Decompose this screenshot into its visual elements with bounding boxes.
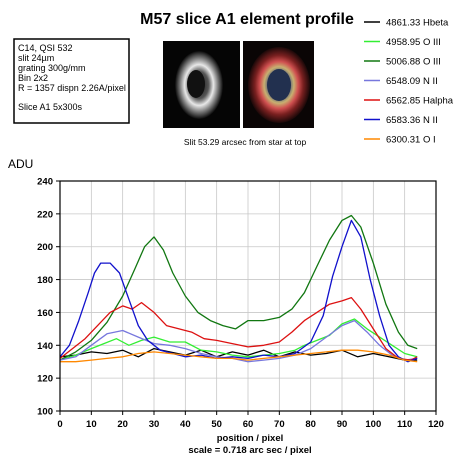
legend-label-6: 6583.36 N II <box>386 115 438 126</box>
info-box: C14, QSI 532 slit 24µm grating 300g/mm B… <box>13 38 130 124</box>
x-axis-label: position / pixel <box>217 433 284 444</box>
image-caption: Slit 53.29 arcsec from star at top <box>184 137 307 147</box>
y-tick-label: 120 <box>37 374 53 385</box>
x-tick-label: 50 <box>211 419 222 430</box>
y-tick-label: 100 <box>37 407 53 418</box>
series-line-1 <box>59 347 418 361</box>
nebula-image-color <box>243 41 314 128</box>
legend-label-4: 6548.09 N II <box>386 76 438 87</box>
x-tick-label: 110 <box>397 419 412 430</box>
series-line-2 <box>59 318 418 361</box>
x-tick-label: 120 <box>428 419 444 430</box>
series-line-6 <box>59 219 418 363</box>
chart-title: M57 slice A1 element profile <box>140 11 354 28</box>
y-tick-label: 240 <box>37 177 53 188</box>
series-line-7 <box>60 349 418 363</box>
legend-label-5: 6562.85 Halpha <box>386 96 454 107</box>
x-tick-label: 20 <box>117 419 128 430</box>
legend-label-1: 4861.33 Hbeta <box>386 18 449 29</box>
legend-label-7: 6300.31 O I <box>386 135 436 146</box>
info-box-frame <box>13 38 130 124</box>
nebula-image-mono <box>163 41 240 128</box>
y-axis-label: ADU <box>8 157 33 171</box>
y-ticks: 100 120 140 160 180 200 220 240 <box>37 177 60 418</box>
grid <box>59 180 437 412</box>
info-line-6: Slice A1 5x300s <box>18 102 83 112</box>
x-tick-label: 30 <box>149 419 160 430</box>
x-tick-label: 60 <box>243 419 254 430</box>
info-line-5: R = 1357 dispn 2.26A/pixel <box>18 83 126 93</box>
info-line-3: grating 300g/mm <box>18 63 86 73</box>
series-line-3 <box>59 214 418 361</box>
x-ticks: 0 10 20 30 40 50 60 70 80 90 100 110 120 <box>57 411 444 430</box>
legend-label-2: 4958.95 O III <box>386 37 441 48</box>
x-tick-label: 100 <box>365 419 381 430</box>
x-tick-label: 80 <box>305 419 316 430</box>
series-line-5 <box>59 296 418 361</box>
x-tick-label: 0 <box>57 419 62 430</box>
y-tick-label: 180 <box>37 275 53 286</box>
x-tick-label: 40 <box>180 419 191 430</box>
x-tick-label: 70 <box>274 419 285 430</box>
info-line-4: Bin 2x2 <box>18 73 48 83</box>
y-tick-label: 140 <box>37 341 53 352</box>
legend: 4861.33 Hbeta 4958.95 O III 5006.88 O III 6… <box>364 18 454 146</box>
y-tick-label: 160 <box>37 308 53 319</box>
info-line-1: C14, QSI 532 <box>18 43 73 53</box>
series-line-4 <box>59 319 418 363</box>
x-axis-scale-label: scale = 0.718 arc sec / pixel <box>188 445 311 456</box>
y-tick-label: 220 <box>37 209 53 220</box>
y-tick-label: 200 <box>37 242 53 253</box>
x-tick-label: 90 <box>337 419 348 430</box>
x-tick-label: 10 <box>86 419 97 430</box>
legend-label-3: 5006.88 O III <box>386 57 441 68</box>
info-line-2: slit 24µm <box>18 53 54 63</box>
data-lines <box>59 214 418 363</box>
